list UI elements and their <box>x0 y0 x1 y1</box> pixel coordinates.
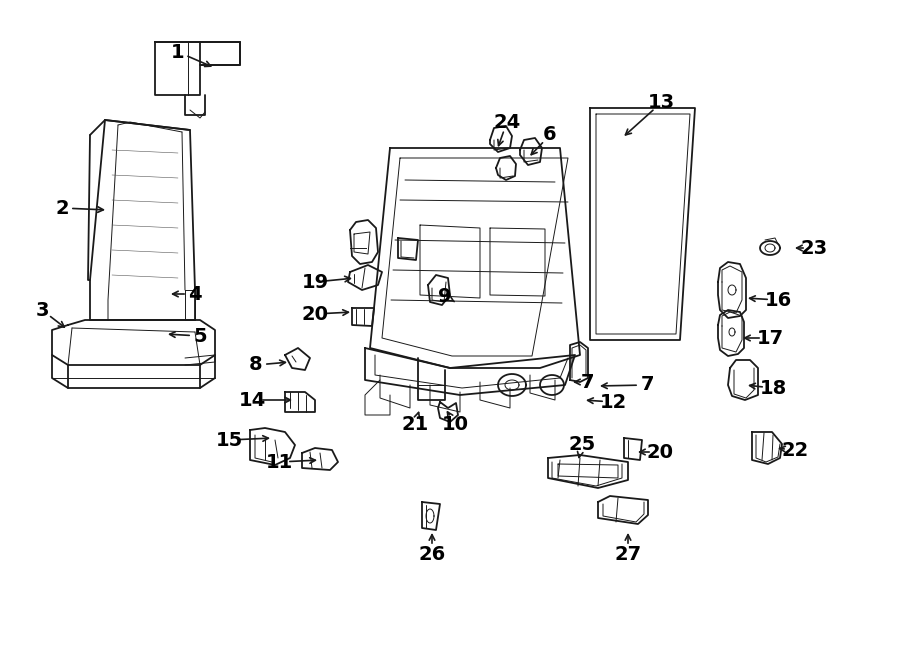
Text: 4: 4 <box>188 284 202 303</box>
Text: 14: 14 <box>238 391 266 410</box>
Text: 9: 9 <box>438 286 452 305</box>
Text: 12: 12 <box>599 393 626 412</box>
Text: 1: 1 <box>171 42 184 61</box>
Text: 25: 25 <box>569 434 596 453</box>
Text: 6: 6 <box>544 126 557 145</box>
Text: 5: 5 <box>194 327 207 346</box>
Text: 8: 8 <box>249 356 263 375</box>
Text: 10: 10 <box>442 414 469 434</box>
Text: 21: 21 <box>401 414 428 434</box>
Text: 22: 22 <box>781 440 808 459</box>
Text: 3: 3 <box>35 301 49 319</box>
Text: 15: 15 <box>215 430 243 449</box>
Text: 7: 7 <box>581 373 595 391</box>
Text: 19: 19 <box>302 272 328 292</box>
Text: 18: 18 <box>760 379 787 397</box>
Text: 16: 16 <box>764 290 792 309</box>
Text: 13: 13 <box>647 93 675 112</box>
Text: 2: 2 <box>55 198 68 217</box>
Text: 20: 20 <box>646 442 673 461</box>
Text: 7: 7 <box>640 375 653 395</box>
Text: 26: 26 <box>418 545 446 563</box>
Text: 20: 20 <box>302 305 328 323</box>
Text: 23: 23 <box>800 239 828 258</box>
Text: 11: 11 <box>266 453 292 471</box>
Text: 17: 17 <box>756 329 784 348</box>
Text: 27: 27 <box>615 545 642 563</box>
Text: 24: 24 <box>493 112 520 132</box>
